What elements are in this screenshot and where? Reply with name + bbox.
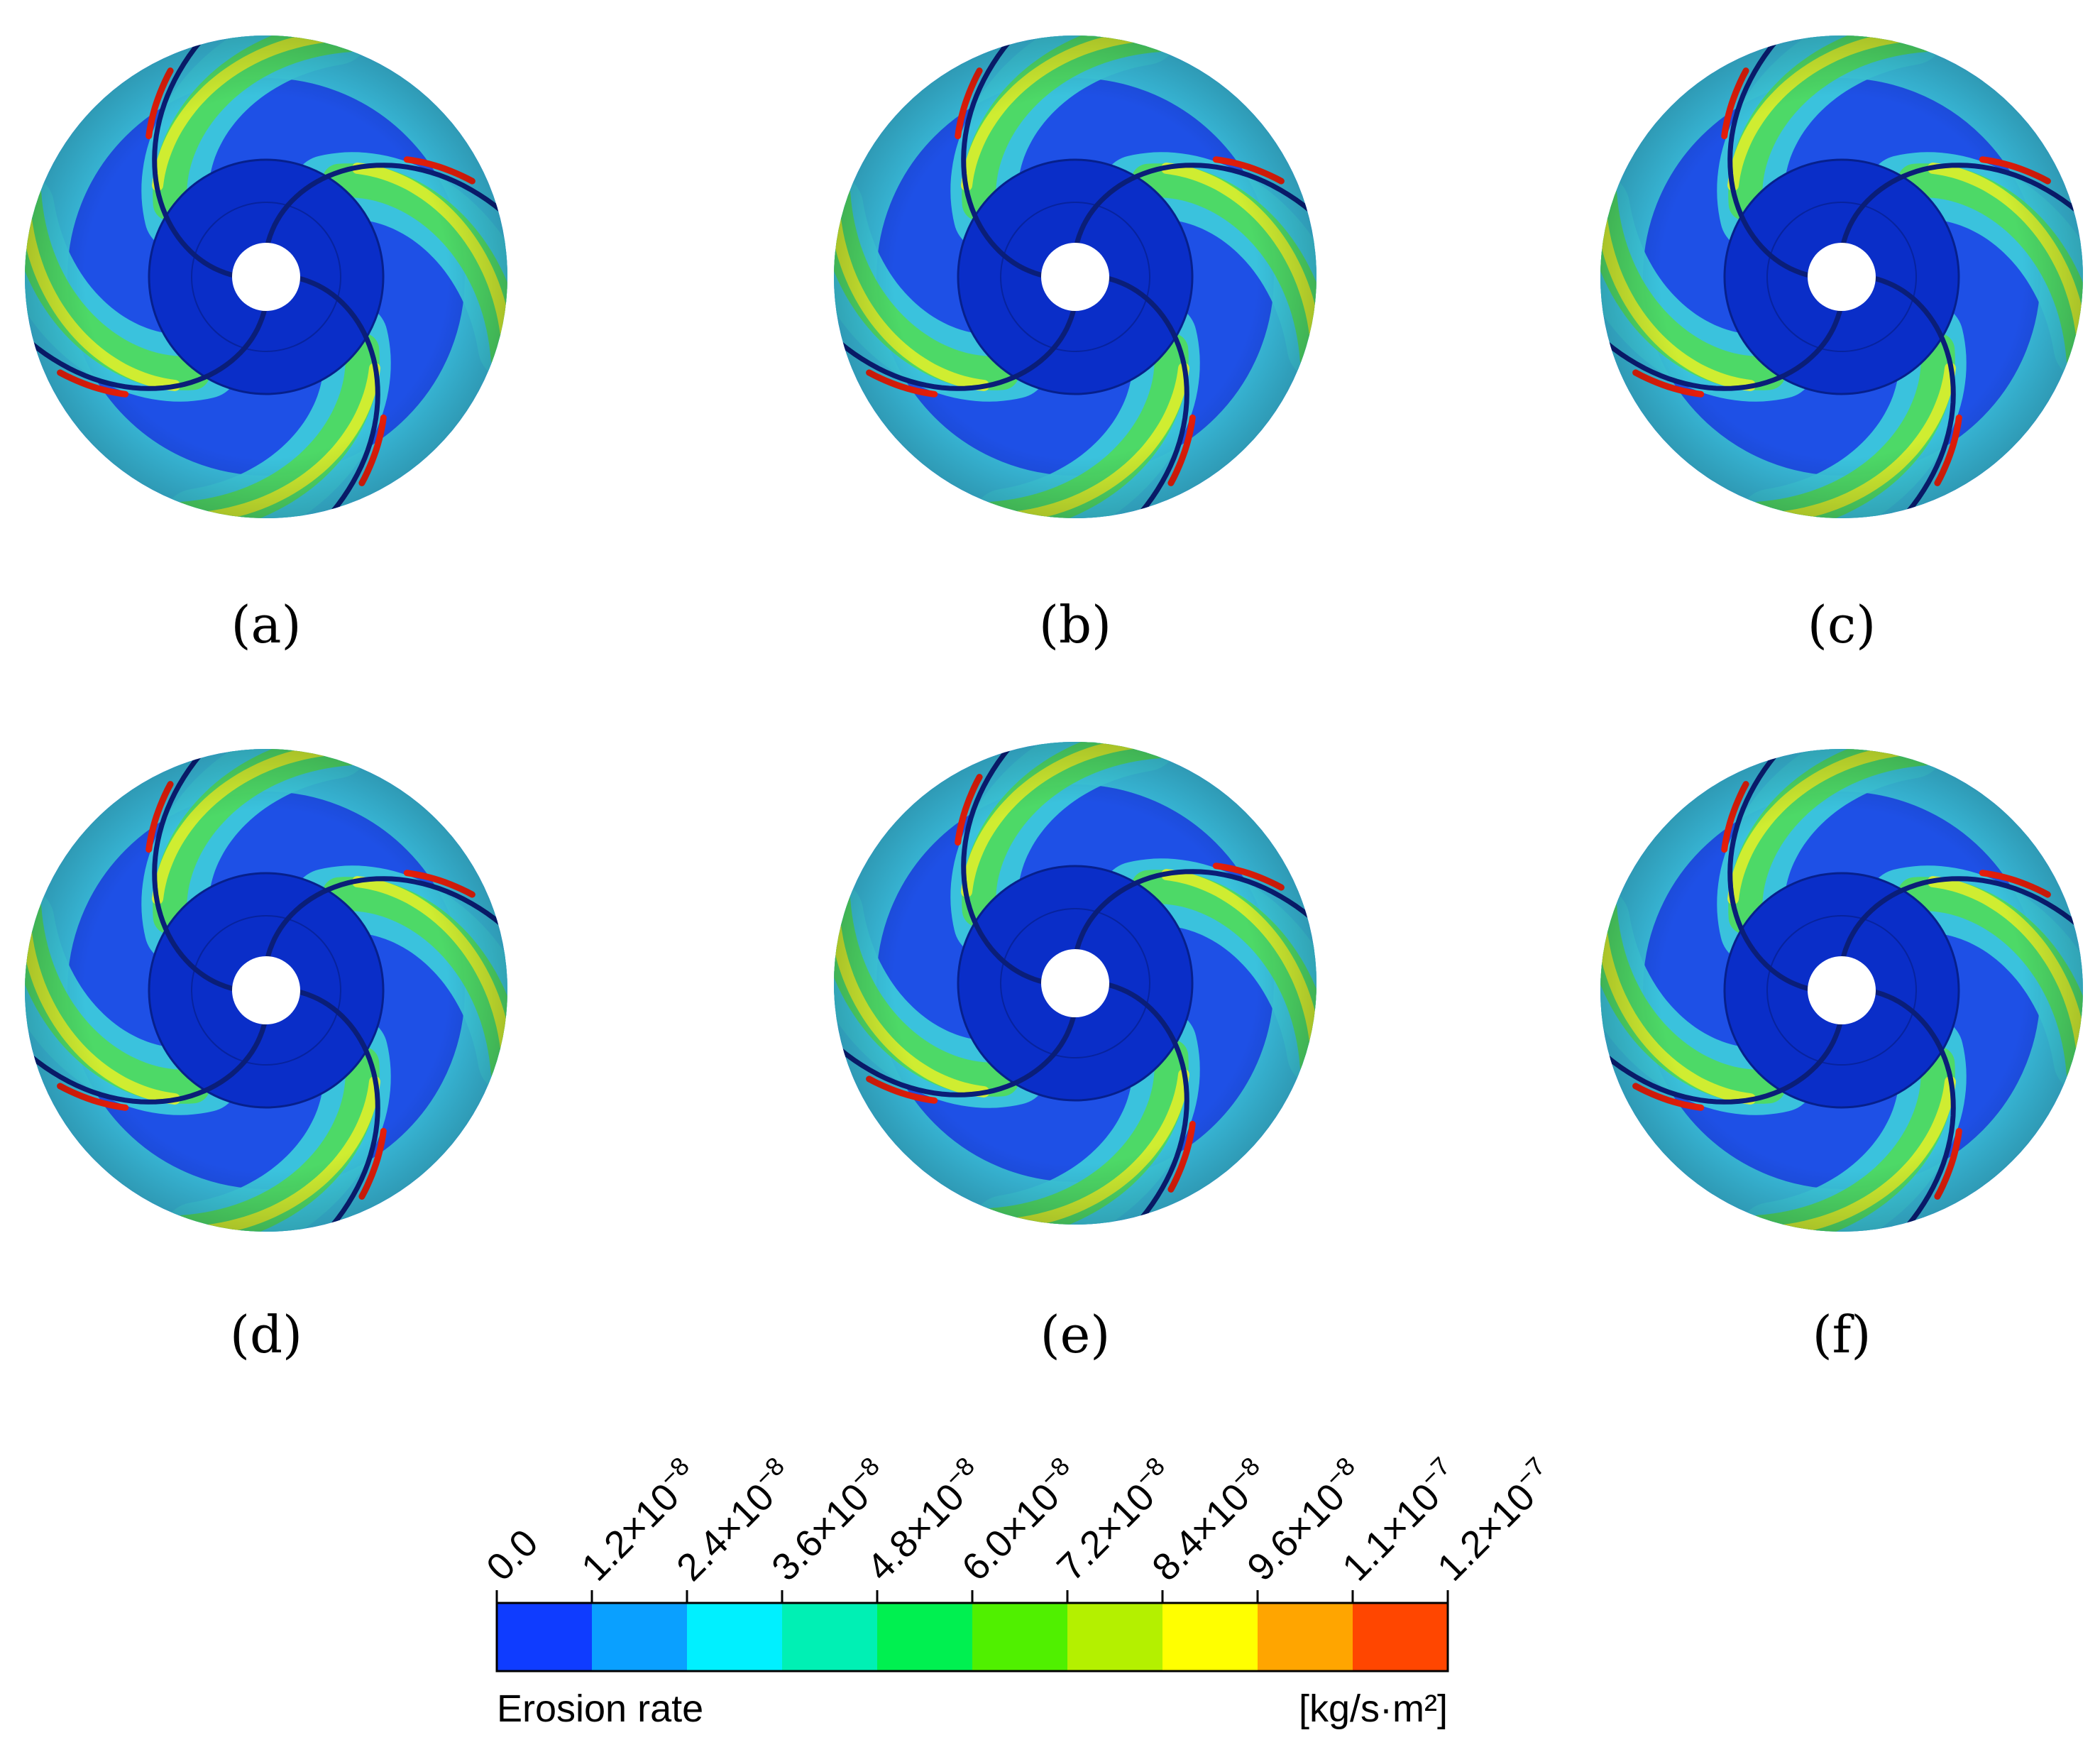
shaft-hole <box>1041 243 1109 311</box>
shaft-hole <box>1808 243 1876 311</box>
colorbar-swatch <box>592 1603 688 1671</box>
colorbar-unit: [kg/s·m²] <box>1299 1687 1448 1730</box>
colorbar-swatch <box>1162 1603 1258 1671</box>
panel-label: (c) <box>1808 595 1876 655</box>
panel-label: (b) <box>1039 595 1111 655</box>
colorbar-swatch <box>1067 1603 1163 1671</box>
colorbar-swatch <box>972 1603 1068 1671</box>
colorbar-tick-label: 0.0 <box>478 1521 546 1589</box>
impeller-panel <box>834 35 1316 518</box>
impeller-panel <box>1600 749 2083 1232</box>
colorbar-swatch <box>1353 1603 1448 1671</box>
colorbar-swatch <box>1258 1603 1353 1671</box>
shaft-hole <box>232 956 300 1024</box>
impeller-panels <box>25 35 2083 1232</box>
colorbar-tick-labels: 0.0 1.2×10−82.4×10−83.6×10−84.8×10−86.0×1… <box>478 1451 1551 1603</box>
colorbar-swatch <box>782 1603 878 1671</box>
shaft-hole <box>1808 956 1876 1024</box>
shaft-hole <box>1041 949 1109 1017</box>
impeller-panel <box>25 749 507 1232</box>
colorbar-title: Erosion rate <box>497 1687 703 1730</box>
panel-label: (f) <box>1813 1305 1871 1364</box>
panel-label: (d) <box>230 1305 302 1364</box>
colorbar-frame <box>495 1602 1449 1673</box>
colorbar: 0.0 1.2×10−82.4×10−83.6×10−84.8×10−86.0×1… <box>478 1451 1551 1730</box>
colorbar-swatch <box>687 1603 783 1671</box>
panel-label: (e) <box>1040 1305 1111 1364</box>
impeller-panel <box>1600 35 2083 518</box>
colorbar-swatches <box>497 1603 1448 1671</box>
colorbar-swatch <box>877 1603 973 1671</box>
panel-label: (a) <box>231 595 301 655</box>
impeller-panel <box>834 742 1316 1225</box>
colorbar-swatch <box>497 1603 593 1671</box>
impeller-panel <box>25 35 507 518</box>
shaft-hole <box>232 243 300 311</box>
